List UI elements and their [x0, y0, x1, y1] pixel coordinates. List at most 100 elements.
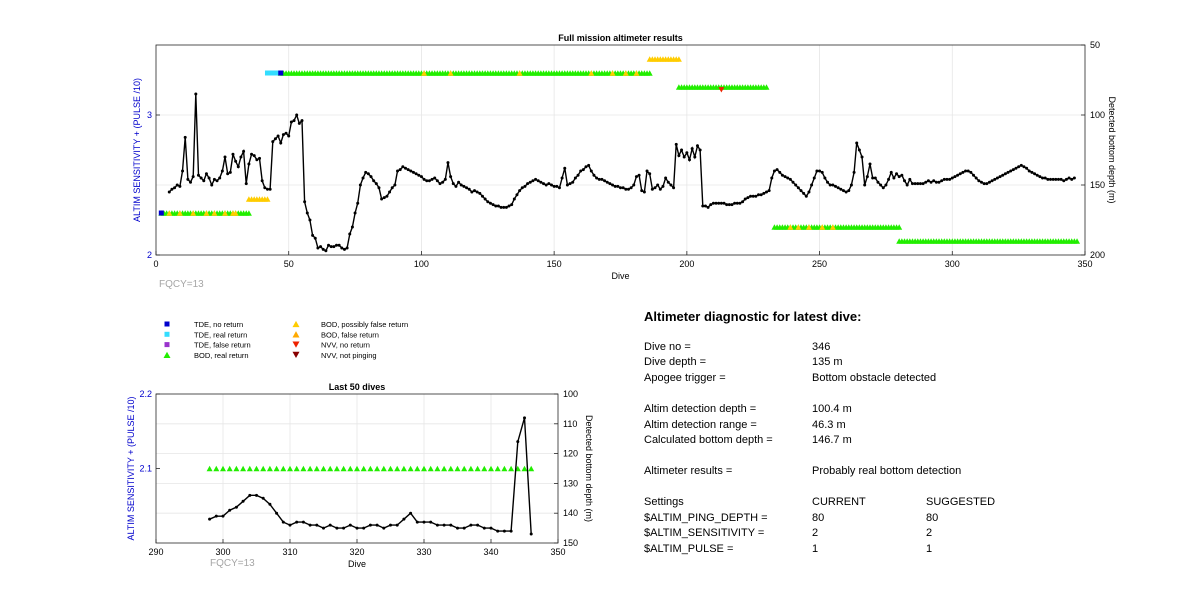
setting-current: 80: [812, 512, 825, 524]
bod-marker: [287, 465, 293, 472]
bottom-depth-point: [523, 184, 527, 188]
bod-marker: [226, 465, 233, 472]
bottom-depth-point: [356, 201, 360, 205]
bottom-depth-point: [313, 236, 317, 240]
x-tick-label: 100: [414, 259, 429, 269]
bottom-depth-point: [322, 526, 325, 530]
bottom-depth-point: [368, 523, 372, 527]
bottom-depth-point: [711, 201, 715, 205]
bod-marker: [675, 56, 682, 62]
bottom-depth-point: [308, 523, 312, 527]
bottom-depth-point: [1062, 179, 1066, 183]
bottom-depth-point: [717, 201, 721, 205]
bottom-depth-point: [1041, 176, 1045, 180]
bottom-depth-point: [903, 179, 907, 183]
bottom-depth-point: [982, 182, 986, 186]
bottom-depth-point: [950, 176, 954, 180]
bod-marker: [805, 224, 812, 230]
bottom-depth-point: [815, 169, 819, 173]
bottom-depth-point: [311, 233, 315, 237]
bottom-depth-point: [467, 187, 471, 191]
bod-marker: [474, 465, 481, 472]
bottom-depth-point: [908, 177, 912, 181]
bottom-depth-point: [358, 183, 362, 187]
bottom-depth-point: [438, 182, 442, 186]
bod-marker: [763, 84, 770, 90]
bottom-depth-point: [207, 176, 211, 180]
bottom-depth-point: [215, 179, 219, 183]
bottom-depth-point: [340, 246, 344, 250]
results-label: Altimeter results =: [644, 465, 733, 477]
bottom-depth-point: [441, 180, 445, 184]
bottom-depth-point: [698, 148, 702, 152]
bottom-depth-point: [560, 176, 564, 180]
x-tick-label: 330: [416, 547, 431, 557]
bod-marker: [240, 465, 247, 472]
bottom-depth-point: [1017, 165, 1021, 169]
bottom-depth-point: [674, 142, 678, 146]
bottom-depth-point: [329, 245, 333, 249]
nvv-marker: [718, 87, 725, 93]
bottom-depth-point: [852, 170, 856, 174]
legend-triangle-icon: [292, 331, 300, 338]
bottom-depth-point: [619, 186, 622, 190]
y-right-tick-label: 120: [563, 449, 578, 459]
bottom-depth-point: [454, 184, 458, 188]
bottom-depth-point: [865, 175, 869, 179]
x-tick-label: 200: [679, 259, 694, 269]
bod-marker: [508, 465, 515, 472]
bottom-depth-point: [897, 175, 901, 179]
bottom-depth-point: [491, 203, 495, 207]
bottom-depth-point: [926, 179, 930, 183]
bottom-depth-point: [427, 179, 431, 183]
bottom-depth-point: [685, 151, 689, 155]
legend-square-icon: [164, 342, 170, 348]
bottom-depth-point: [767, 189, 771, 193]
bottom-depth-point: [905, 183, 909, 187]
bottom-depth-point: [873, 176, 877, 180]
bottom-depth-point: [241, 499, 245, 503]
bottom-depth-point: [669, 183, 673, 187]
bottom-depth-point: [449, 523, 453, 527]
bottom-depth-point: [860, 155, 864, 159]
bottom-depth-point: [214, 514, 218, 518]
bottom-depth-point: [1022, 165, 1026, 169]
bottom-depth-point: [942, 177, 946, 181]
bottom-depth-point: [934, 180, 938, 184]
bod-marker: [264, 196, 271, 202]
bottom-depth-point: [656, 183, 660, 187]
bottom-depth-point: [486, 200, 490, 204]
bottom-depth-point: [457, 180, 461, 184]
bottom-depth-point: [273, 137, 277, 141]
bod-marker: [347, 465, 354, 472]
bottom-depth-point: [234, 159, 238, 163]
bod-marker: [307, 465, 314, 472]
bottom-depth-point: [406, 168, 410, 172]
bottom-depth-point: [916, 182, 920, 186]
results-row: Altimeter results = Probably real bottom…: [644, 465, 1184, 479]
bod-marker: [461, 465, 468, 472]
bottom-depth-point: [1033, 172, 1037, 176]
bottom-depth-point: [733, 201, 737, 205]
bottom-depth-point: [389, 523, 392, 527]
bottom-depth-point: [1027, 169, 1031, 173]
bod-marker: [521, 465, 528, 472]
bottom-depth-point: [255, 493, 258, 497]
bottom-depth-point: [985, 182, 989, 186]
bottom-depth-point: [799, 189, 803, 193]
bottom-depth-point: [478, 191, 482, 195]
bottom-depth-point: [202, 179, 206, 183]
bottom-depth-point: [743, 197, 747, 201]
bottom-depth-point: [680, 148, 684, 152]
bottom-depth-point: [236, 165, 240, 169]
bottom-depth-point: [616, 184, 620, 188]
bod-marker: [407, 465, 414, 472]
legend-label: NVV, not pinging: [321, 351, 377, 360]
bottom-depth-point: [1048, 177, 1052, 181]
bottom-depth-point: [518, 189, 522, 193]
bottom-depth-point: [589, 169, 593, 173]
bod-marker: [494, 465, 501, 472]
suggested-header: SUGGESTED: [926, 496, 996, 508]
y-right-tick-label: 50: [1090, 40, 1100, 50]
